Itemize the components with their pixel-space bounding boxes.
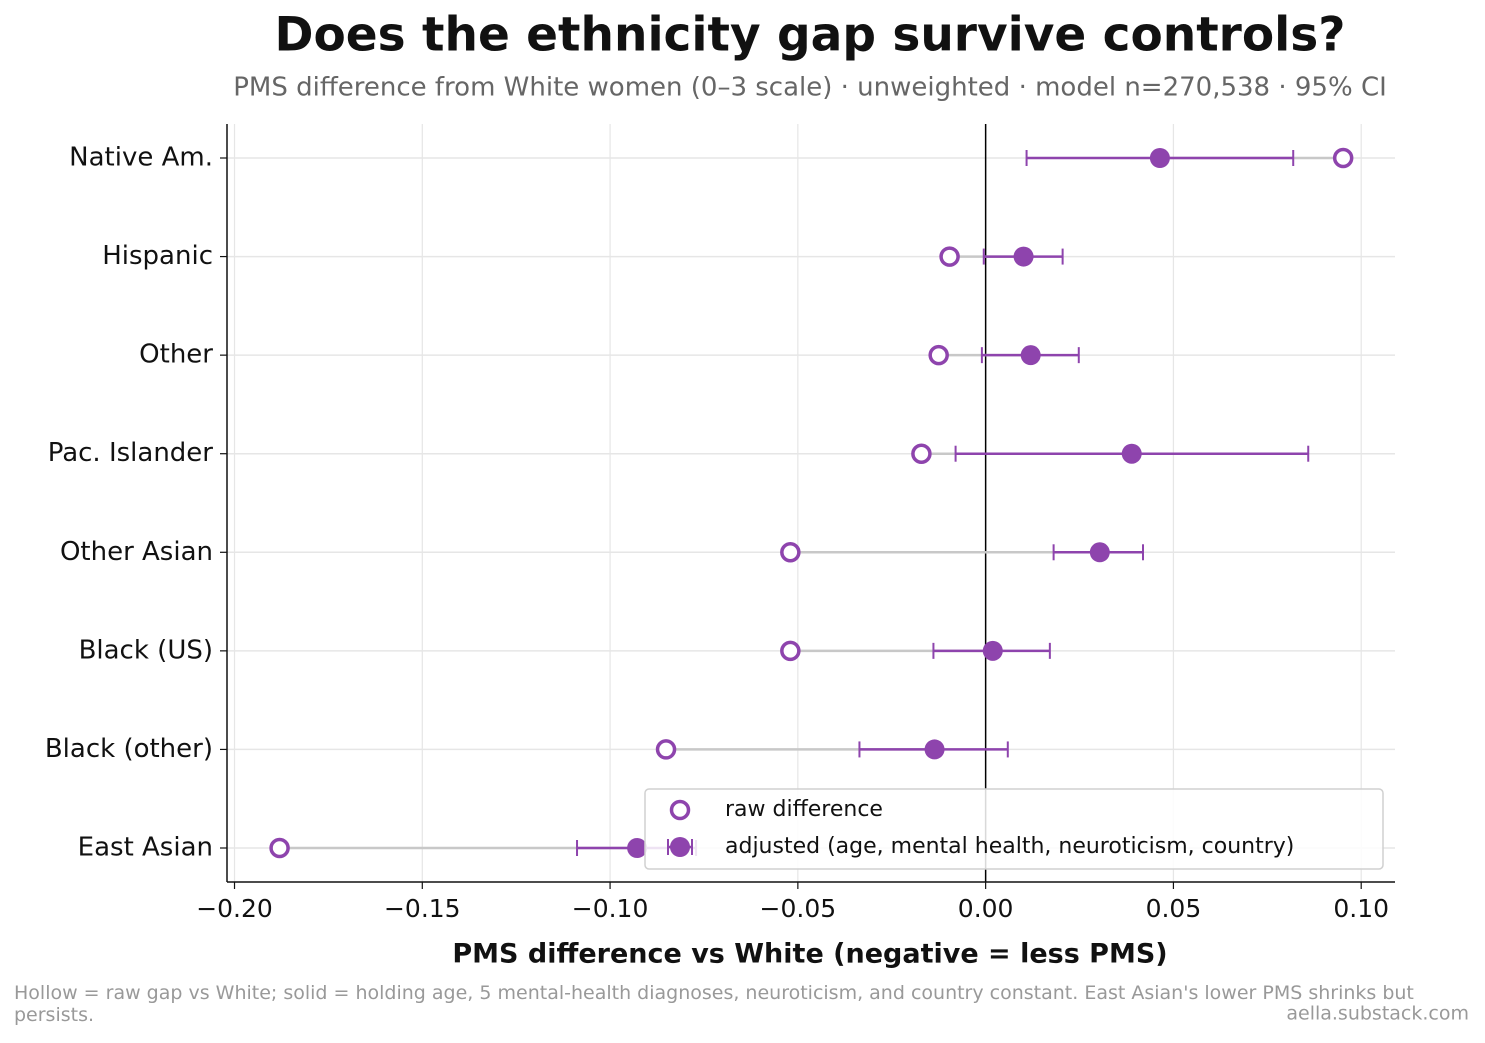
- raw-point: [928, 344, 949, 366]
- adjusted-point: [627, 838, 648, 858]
- x-tick-label: 0.00: [958, 894, 1014, 923]
- raw-point: [655, 739, 677, 760]
- raw-point: [911, 443, 932, 464]
- adjusted-point: [982, 640, 1003, 661]
- y-tick-label: Pac. Islander: [48, 438, 214, 468]
- y-tick-label: Black (other): [45, 734, 213, 764]
- x-axis-label: PMS difference vs White (negative = less…: [452, 939, 1167, 970]
- x-tick-label: 0.10: [1333, 894, 1389, 923]
- adjusted-point: [1089, 542, 1110, 563]
- x-tick-label: −0.05: [760, 894, 837, 923]
- x-tick-label: −0.15: [384, 894, 461, 923]
- y-tick-label: Other Asian: [60, 537, 213, 567]
- raw-point: [1332, 147, 1354, 169]
- x-tick-label: 0.05: [1146, 894, 1202, 923]
- legend: raw difference adjusted (age, mental heal…: [644, 788, 1384, 870]
- x-tick-label: −0.10: [572, 894, 649, 923]
- legend-box: [644, 788, 1384, 870]
- raw-point: [939, 246, 960, 267]
- source: aella.substack.com: [1286, 1003, 1469, 1025]
- raw-point: [780, 640, 801, 662]
- y-tick-label: East Asian: [78, 833, 213, 863]
- footnote-box: Hollow = raw gap vs White; solid = holdi…: [14, 982, 1414, 1026]
- adjusted-point: [1013, 246, 1034, 267]
- raw-point: [780, 542, 801, 563]
- legend-marker: [670, 837, 690, 857]
- legend-label: adjusted (age, mental health, neuroticis…: [725, 834, 1294, 859]
- y-tick-label: Native Am.: [69, 143, 213, 173]
- adjusted-point: [1121, 443, 1142, 464]
- adjusted-point: [1020, 345, 1041, 366]
- raw-point: [269, 837, 290, 859]
- legend-marker: [669, 799, 691, 821]
- y-tick-label: Other: [139, 340, 213, 370]
- adjusted-point: [924, 739, 945, 760]
- legend-label: raw difference: [725, 797, 883, 822]
- chart-title: Does the ethnicity gap survive controls?: [275, 8, 1346, 63]
- chart-subtitle: PMS difference from White women (0–3 sca…: [233, 73, 1387, 103]
- adjusted-point: [1149, 148, 1170, 168]
- x-tick-label: −0.20: [196, 894, 273, 923]
- y-tick-label: Hispanic: [102, 241, 213, 271]
- y-tick-label: Black (US): [79, 635, 213, 665]
- footnote: Hollow = raw gap vs White; solid = holdi…: [14, 982, 1414, 1026]
